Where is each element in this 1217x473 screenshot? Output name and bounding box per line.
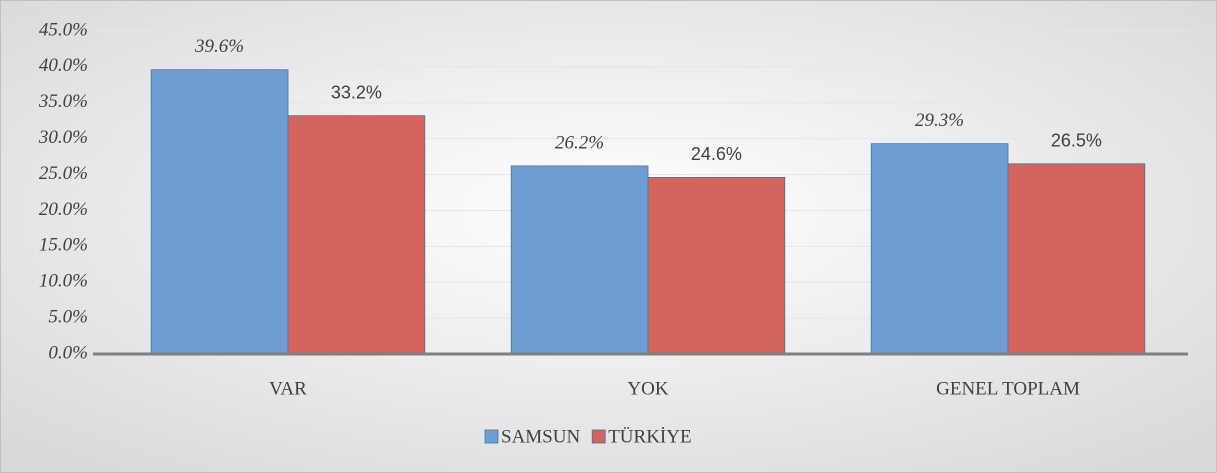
data-label: 26.2% [555, 132, 604, 153]
y-tick-label: 0.0% [48, 342, 88, 363]
data-label: 29.3% [915, 110, 964, 131]
bar [647, 177, 786, 355]
y-tick-label: 25.0% [39, 163, 88, 184]
data-label: 26.5% [1051, 131, 1102, 151]
y-tick-label: 45.0% [39, 19, 88, 40]
x-tick-label: VAR [269, 378, 307, 399]
bar [287, 115, 426, 355]
legend-label: TÜRKİYE [608, 426, 691, 447]
y-tick-label: 5.0% [48, 306, 88, 327]
bar [150, 69, 289, 355]
legend-swatch [484, 429, 499, 444]
data-label: 39.6% [194, 36, 244, 57]
bar [870, 143, 1009, 355]
bar [510, 165, 649, 355]
y-tick-label: 30.0% [38, 127, 88, 148]
y-tick-label: 15.0% [39, 235, 88, 256]
y-tick-label: 35.0% [38, 91, 88, 112]
legend-label: SAMSUN [501, 426, 580, 447]
legend-swatch [591, 429, 606, 444]
y-tick-label: 10.0% [39, 271, 88, 292]
x-tick-label: GENEL TOPLAM [936, 378, 1080, 399]
y-tick-label: 40.0% [39, 55, 88, 76]
x-tick-label: YOK [627, 378, 668, 399]
bar [1007, 163, 1146, 355]
data-label: 33.2% [331, 82, 382, 102]
y-tick-label: 20.0% [39, 199, 88, 220]
data-label: 24.6% [691, 144, 742, 164]
